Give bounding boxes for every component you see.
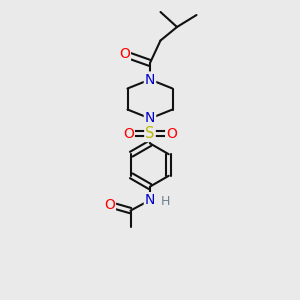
Text: S: S [145,126,155,141]
Text: O: O [104,198,115,212]
Text: O: O [119,47,130,61]
Text: O: O [123,127,134,140]
Text: O: O [166,127,177,140]
Text: N: N [145,112,155,125]
Text: H: H [160,195,170,208]
Text: N: N [145,73,155,86]
Text: N: N [145,193,155,207]
